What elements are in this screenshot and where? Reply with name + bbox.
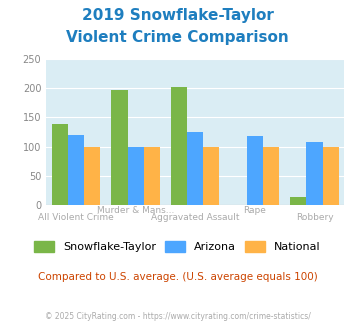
Bar: [68, 135, 84, 205]
Text: Compared to U.S. average. (U.S. average equals 100): Compared to U.S. average. (U.S. average …: [38, 272, 317, 282]
Bar: [203, 147, 219, 205]
Text: Aggravated Assault: Aggravated Assault: [151, 213, 240, 222]
Text: Violent Crime Comparison: Violent Crime Comparison: [66, 30, 289, 45]
Bar: [52, 124, 68, 205]
Bar: [111, 90, 127, 205]
Text: © 2025 CityRating.com - https://www.cityrating.com/crime-statistics/: © 2025 CityRating.com - https://www.city…: [45, 312, 310, 321]
Bar: [144, 147, 160, 205]
Text: All Violent Crime: All Violent Crime: [38, 213, 114, 222]
Bar: [171, 87, 187, 205]
Bar: [247, 136, 263, 205]
Text: 2019 Snowflake-Taylor: 2019 Snowflake-Taylor: [82, 8, 273, 23]
Text: Murder & Mans...: Murder & Mans...: [97, 206, 174, 215]
Bar: [187, 132, 203, 205]
Bar: [263, 147, 279, 205]
Bar: [290, 197, 306, 205]
Text: Rape: Rape: [244, 206, 266, 215]
Bar: [323, 147, 339, 205]
Legend: Snowflake-Taylor, Arizona, National: Snowflake-Taylor, Arizona, National: [30, 237, 325, 257]
Bar: [127, 147, 144, 205]
Text: Robbery: Robbery: [296, 213, 333, 222]
Bar: [306, 142, 323, 205]
Bar: [84, 147, 100, 205]
